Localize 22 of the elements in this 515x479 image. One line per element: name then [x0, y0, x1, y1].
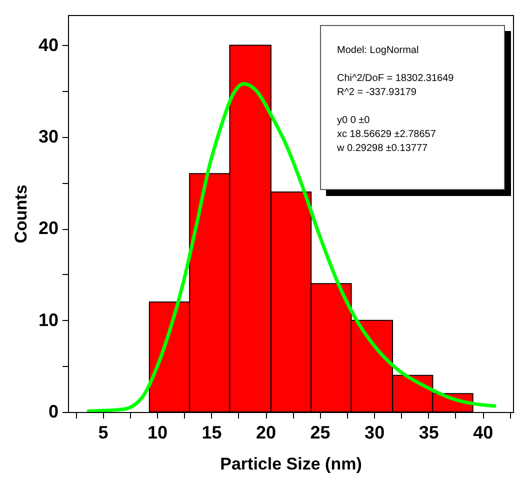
x-tick-label: 20	[256, 422, 276, 442]
annotation: R^2 = -337.93179	[337, 86, 418, 100]
x-tick-label: 5	[98, 422, 108, 442]
y-axis-title: Counts	[11, 184, 30, 244]
x-tick-label: 15	[202, 422, 222, 442]
x-tick-label: 40	[473, 422, 494, 442]
y-tick-label: 40	[38, 34, 58, 55]
x-tick-label: 35	[418, 422, 439, 442]
line-series	[86, 82, 496, 412]
x-tick-label: 10	[147, 422, 168, 442]
y-tick-label: 30	[38, 126, 58, 146]
x-axis-title: Particle Size (nm)	[220, 454, 362, 474]
x-tick-label: 25	[310, 422, 330, 442]
annotation: y0 0 ±0	[337, 114, 371, 128]
annotation: Chi^2/DoF = 18302.31649	[337, 72, 455, 86]
y-tick-label: 10	[38, 310, 58, 330]
annotation: w 0.29298 ±0.13777	[337, 142, 429, 156]
annotation: xc 18.56629 ±2.78657	[337, 128, 437, 142]
y-tick-label: 0	[48, 402, 58, 422]
x-tick-label: 30	[364, 422, 385, 442]
annotation: Model: LogNormal	[337, 44, 420, 58]
y-tick-label: 20	[38, 218, 58, 238]
